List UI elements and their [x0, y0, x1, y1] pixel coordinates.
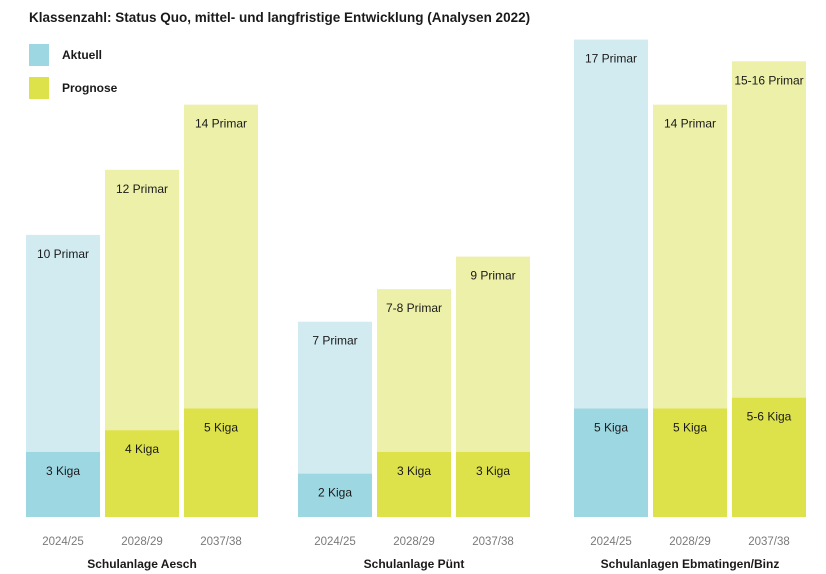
bar-segment-primar [456, 256, 530, 452]
x-tick-label: 2028/29 [393, 536, 435, 548]
data-label-primar: 15-16 Primar [734, 73, 803, 87]
x-tick-label: 2024/25 [590, 536, 632, 548]
group-label: Schulanlagen Ebmatingen/Binz [601, 557, 780, 571]
bar-segment-kiga [456, 451, 530, 517]
bar-segment-primar [574, 39, 648, 409]
bar-segment-kiga [574, 408, 648, 517]
group-label: Schulanlage Pünt [364, 557, 465, 571]
data-label-primar: 14 Primar [664, 117, 716, 131]
data-label-primar: 9 Primar [470, 269, 515, 283]
data-label-kiga: 5 Kiga [673, 421, 707, 435]
bar-segment-primar [653, 104, 727, 409]
x-tick-label: 2028/29 [121, 536, 163, 548]
bar-segment-primar [105, 169, 179, 431]
chart-title: Klassenzahl: Status Quo, mittel- und lan… [29, 10, 531, 25]
bar-segment-kiga [105, 430, 179, 517]
data-label-kiga: 5 Kiga [594, 421, 628, 435]
data-label-primar: 7 Primar [312, 334, 357, 348]
x-tick-label: 2037/38 [748, 536, 790, 548]
group-label: Schulanlage Aesch [87, 557, 197, 571]
x-tick-label: 2028/29 [669, 536, 711, 548]
x-tick-label: 2037/38 [200, 536, 242, 548]
bar-segment-kiga [298, 473, 372, 517]
data-label-kiga: 5-6 Kiga [747, 410, 792, 424]
data-label-kiga: 3 Kiga [46, 464, 80, 478]
data-label-primar: 14 Primar [195, 117, 247, 131]
data-label-primar: 12 Primar [116, 182, 168, 196]
data-label-primar: 10 Primar [37, 247, 89, 261]
legend-swatch-prognose [29, 77, 49, 99]
x-tick-label: 2024/25 [42, 536, 84, 548]
legend-label-prognose: Prognose [62, 81, 118, 95]
bar-segment-primar [732, 61, 806, 398]
bar-segment-kiga [26, 451, 100, 517]
data-label-kiga: 5 Kiga [204, 421, 238, 435]
data-label-kiga: 3 Kiga [476, 464, 510, 478]
bar-segment-kiga [653, 408, 727, 517]
bar-segment-kiga [184, 408, 258, 517]
x-tick-label: 2024/25 [314, 536, 356, 548]
data-label-kiga: 4 Kiga [125, 442, 159, 456]
bar-segment-primar [26, 234, 100, 452]
legend-swatch-aktuell [29, 44, 49, 66]
bar-segment-primar [298, 321, 372, 474]
bar-segment-primar [184, 104, 258, 409]
legend-label-aktuell: Aktuell [62, 48, 103, 62]
bar-segment-primar [377, 289, 451, 452]
data-label-kiga: 2 Kiga [318, 486, 352, 500]
bar-segment-kiga [732, 397, 806, 517]
data-label-primar: 17 Primar [585, 52, 637, 66]
bar-segment-kiga [377, 451, 451, 517]
data-label-kiga: 3 Kiga [397, 464, 431, 478]
x-tick-label: 2037/38 [472, 536, 514, 548]
data-label-primar: 7-8 Primar [386, 301, 442, 315]
